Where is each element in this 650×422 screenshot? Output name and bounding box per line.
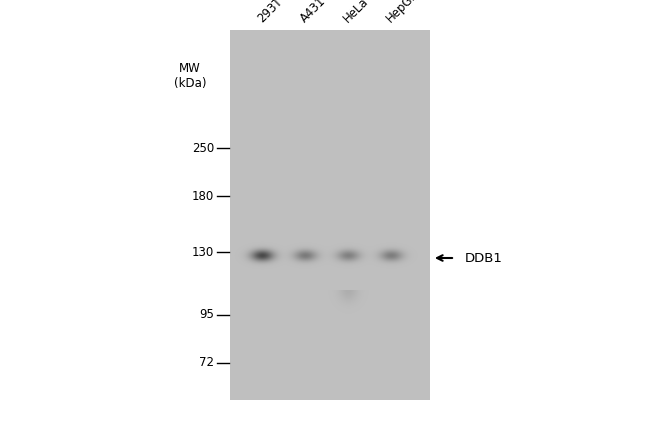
- Text: HeLa: HeLa: [341, 0, 371, 25]
- Text: HepG2: HepG2: [384, 0, 421, 25]
- Text: 250: 250: [192, 141, 214, 154]
- Text: 95: 95: [199, 308, 214, 322]
- Text: DDB1: DDB1: [465, 252, 503, 265]
- Text: 293T: 293T: [255, 0, 285, 25]
- Text: MW
(kDa): MW (kDa): [174, 62, 206, 90]
- Text: 130: 130: [192, 246, 214, 259]
- Text: 180: 180: [192, 189, 214, 203]
- Text: A431: A431: [298, 0, 328, 25]
- Text: 72: 72: [199, 357, 214, 370]
